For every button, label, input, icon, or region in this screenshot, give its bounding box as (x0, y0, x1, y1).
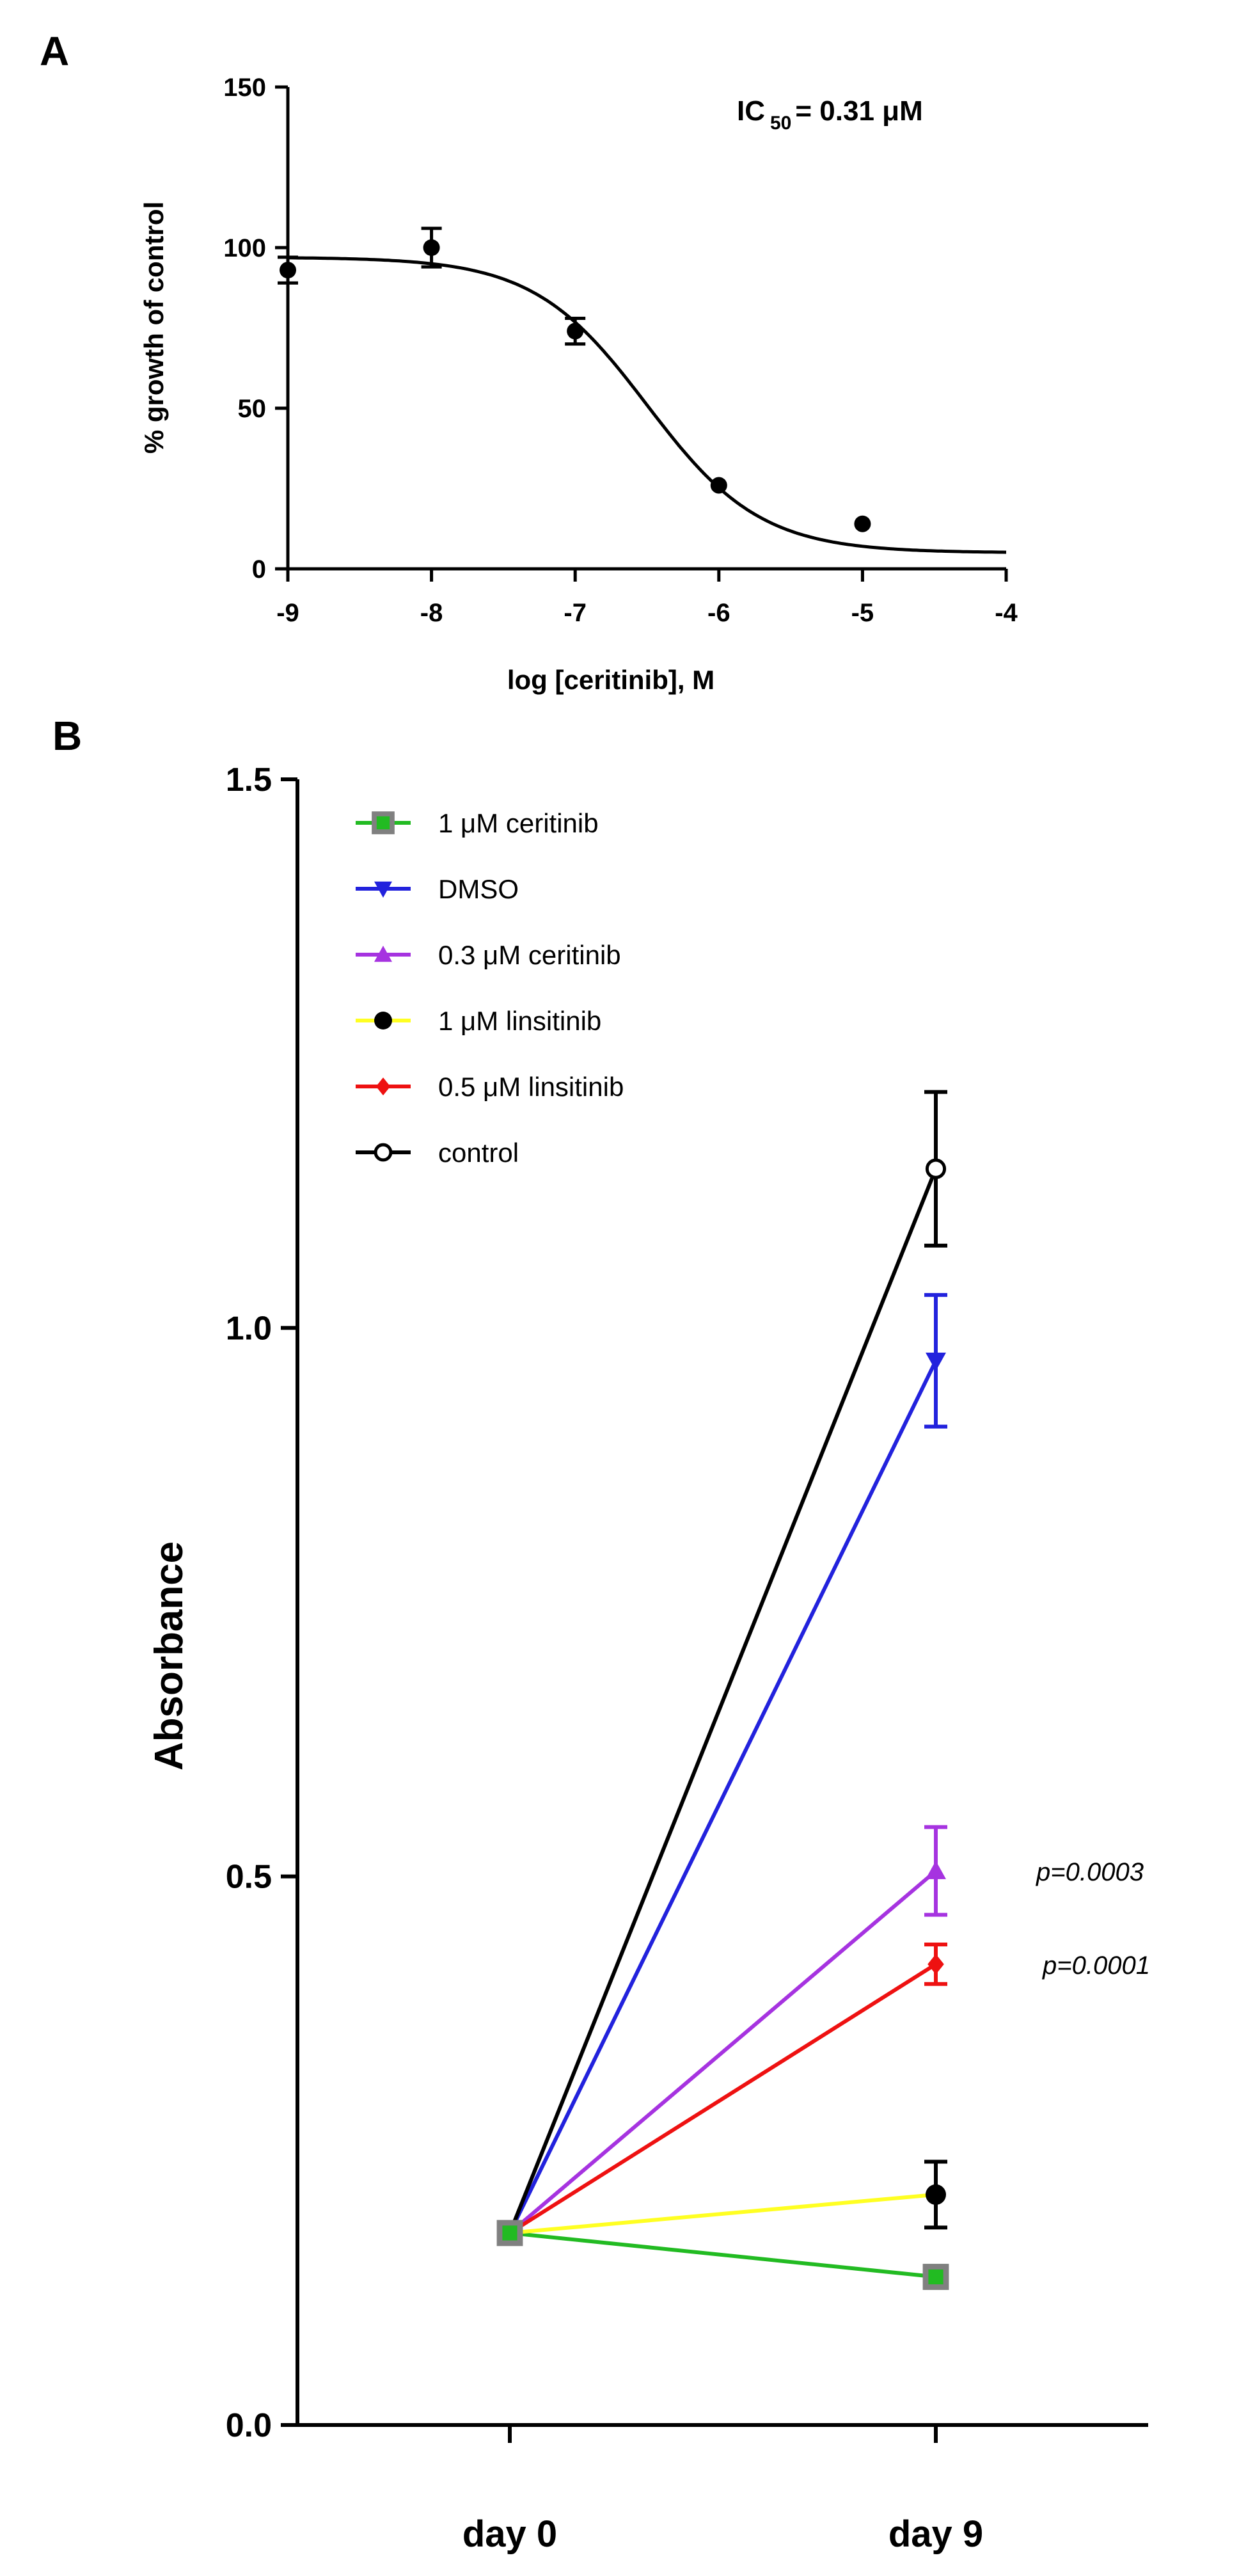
a-xtick-label: -9 (276, 599, 299, 627)
marker-circle-open (374, 1143, 393, 1162)
legend-label: 0.5 μM linsitinib (438, 1072, 624, 1102)
marker-triangle-up (374, 946, 392, 962)
ic50-subscript: 50 (770, 113, 791, 134)
a-xtick-label: -4 (995, 599, 1018, 627)
chart-a-fit-curve (288, 256, 1007, 554)
marker-diamond (927, 1953, 944, 1975)
a-data-point (280, 262, 296, 279)
p-value-label: p=0.0001 (1042, 1952, 1150, 1980)
marker-triangle-down (926, 1352, 946, 1371)
chart-b-error-bars (924, 1090, 947, 2290)
a-xtick-label: -8 (420, 599, 443, 627)
b-ytick-label: 0.5 (226, 1859, 272, 1896)
marker-square-gray (922, 2264, 949, 2290)
marker-square-gray (496, 2220, 523, 2246)
legend-label: DMSO (438, 874, 519, 904)
chart-a-y-label: % growth of control (139, 202, 169, 454)
marker-triangle-down (374, 881, 392, 898)
chart-a-x-ticks: -9 -8 -7 -6 -5 -4 (276, 569, 1018, 627)
a-data-point (423, 239, 440, 256)
chart-a-x-label: log [ceritinib], M (507, 665, 714, 695)
a-ytick-label: 0 (252, 555, 266, 584)
a-ytick-label: 100 (223, 234, 266, 262)
marker-diamond (375, 1077, 391, 1095)
a-data-point (567, 322, 584, 340)
marker-square-gray (372, 811, 395, 834)
series-line (508, 1168, 938, 2234)
b-xtick-label: day 0 (462, 2513, 557, 2555)
b-ytick-label: 1.5 (226, 761, 272, 799)
series-line (508, 1360, 938, 2234)
a-xtick-label: -7 (564, 599, 587, 627)
a-data-point (854, 515, 871, 532)
a-xtick-label: -6 (707, 599, 730, 627)
ic50-value: = 0.31 μM (795, 95, 922, 127)
marker-circle-black (926, 2184, 946, 2205)
chart-b-p-values: p=0.0003 p=0.0001 (1036, 1858, 1150, 1980)
a-data-point (710, 477, 727, 494)
marker-triangle-up (926, 1861, 946, 1879)
b-ytick-label: 1.0 (226, 1310, 272, 1347)
b-xtick-label: day 9 (888, 2513, 983, 2555)
marker-circle-open (925, 1158, 947, 1179)
chart-b-y-label: Absorbance (147, 1541, 191, 1770)
series-line (509, 1962, 937, 2235)
marker-circle-black (374, 1012, 392, 1030)
chart-b: 0.0 0.5 1.0 1.5 day 0 day 9 1 μM ceritinib DM… (147, 761, 1150, 2555)
series-line (509, 2192, 936, 2235)
series-line (509, 1869, 937, 2235)
chart-b-y-ticks: 0.0 0.5 1.0 1.5 (226, 761, 297, 2444)
chart-b-x-ticks: day 0 day 9 (462, 2425, 983, 2555)
a-ytick-label: 50 (238, 395, 267, 423)
b-ytick-label: 0.0 (226, 2407, 272, 2444)
chart-b-markers (496, 1158, 949, 2290)
legend-label: control (438, 1138, 519, 1168)
chart-b-series-lines (508, 1168, 938, 2279)
a-ytick-label: 150 (223, 74, 266, 102)
legend-label: 0.3 μM ceritinib (438, 940, 621, 970)
series-line (509, 2230, 936, 2279)
chart-a-y-ticks: 0 50 100 150 (223, 74, 288, 584)
panel-b-label: B (52, 713, 82, 759)
a-xtick-label: -5 (851, 599, 874, 627)
chart-a: 0 50 100 150 -9 -8 -7 -6 -5 -4 log [ceritinib], … (139, 74, 1018, 695)
panel-a-label: A (40, 28, 69, 74)
chart-b-legend: 1 μM ceritinib DMSO 0.3 μM ceritinib 1 μM l… (356, 808, 624, 1168)
ic50-annotation: IC 50 = 0.31 μM (737, 95, 923, 134)
legend-label: 1 μM linsitinib (438, 1006, 601, 1036)
legend-label: 1 μM ceritinib (438, 808, 599, 838)
ic50-label: IC (737, 95, 765, 127)
p-value-label: p=0.0003 (1036, 1858, 1144, 1886)
chart-a-points (278, 227, 871, 532)
